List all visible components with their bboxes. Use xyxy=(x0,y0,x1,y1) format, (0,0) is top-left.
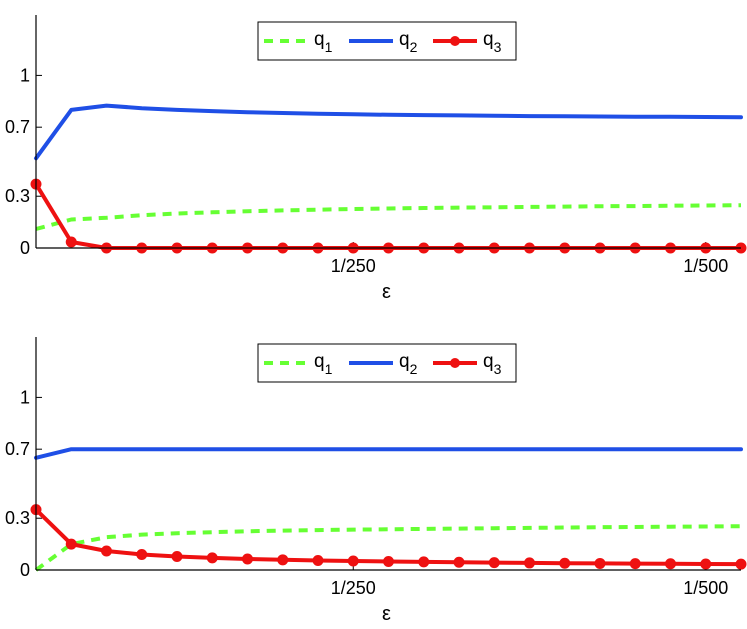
legend-label-q3: q3 xyxy=(483,29,502,55)
y-tick-label: 0.7 xyxy=(5,439,30,459)
y-tick-label: 0.3 xyxy=(5,508,30,528)
data-point-q3 xyxy=(594,557,606,569)
legend-label-q2: q2 xyxy=(399,351,418,377)
legend-label-text: q xyxy=(314,29,325,50)
x-tick-label: 1/250 xyxy=(331,578,376,598)
y-tick-label: 0 xyxy=(20,238,30,258)
data-point-q3 xyxy=(347,555,359,567)
legend-label-subscript: 1 xyxy=(325,361,333,377)
series-line-q2 xyxy=(34,447,743,460)
y-tick-label: 0.3 xyxy=(5,186,30,206)
data-point-q3 xyxy=(242,553,253,565)
x-axis-label: ε xyxy=(382,281,391,303)
legend-label-subscript: 1 xyxy=(325,39,333,55)
legend-label-text: q xyxy=(399,351,410,372)
y-tick-label: 1 xyxy=(20,387,30,407)
data-point-q3 xyxy=(700,558,712,570)
x-axis-label: ε xyxy=(382,603,391,625)
y-tick-label: 0.7 xyxy=(5,117,30,137)
data-point-q3 xyxy=(629,558,641,570)
data-point-q3 xyxy=(277,554,289,566)
data-point-q3 xyxy=(488,557,500,569)
y-tick-label: 0 xyxy=(20,560,30,580)
data-point-q3 xyxy=(383,556,394,568)
x-tick-label: 1/250 xyxy=(331,256,376,276)
series-line-q2 xyxy=(34,103,743,161)
legend-marker-q3 xyxy=(450,358,460,368)
x-tick-label: 1/500 xyxy=(683,578,728,598)
legend: q1 q2 q3 xyxy=(257,343,517,383)
legend-label-q1: q1 xyxy=(314,29,333,55)
data-point-q3 xyxy=(312,555,324,567)
data-point-q3 xyxy=(665,558,676,570)
data-point-q3 xyxy=(418,556,430,568)
data-point-q3 xyxy=(524,557,535,569)
legend-label-subscript: 3 xyxy=(494,39,502,55)
data-point-q3 xyxy=(65,538,77,550)
data-point-q3 xyxy=(101,545,112,557)
legend-label-subscript: 2 xyxy=(410,361,418,377)
data-point-q3 xyxy=(453,556,465,568)
y-tick-label: 1 xyxy=(20,65,30,85)
legend-label-subscript: 3 xyxy=(494,361,502,377)
data-point-q3 xyxy=(136,548,148,560)
data-point-q3 xyxy=(65,236,77,248)
data-point-q3 xyxy=(735,558,747,570)
x-tick-label: 1/500 xyxy=(683,256,728,276)
legend-label-subscript: 2 xyxy=(410,39,418,55)
data-point-q3 xyxy=(171,551,183,563)
legend: q1 q2 q3 xyxy=(257,21,517,61)
legend-marker-q3 xyxy=(450,36,460,46)
legend-label-text: q xyxy=(483,29,494,50)
data-point-q3 xyxy=(206,552,218,564)
legend-label-text: q xyxy=(314,351,325,372)
series-line-q1 xyxy=(34,524,742,572)
legend-label-q2: q2 xyxy=(399,29,418,55)
data-point-q3 xyxy=(559,557,571,569)
legend-label-text: q xyxy=(483,351,494,372)
series-line-q1 xyxy=(35,203,742,231)
legend-label-text: q xyxy=(399,29,410,50)
legend-label-q1: q1 xyxy=(314,351,333,377)
legend-label-q3: q3 xyxy=(483,351,502,377)
